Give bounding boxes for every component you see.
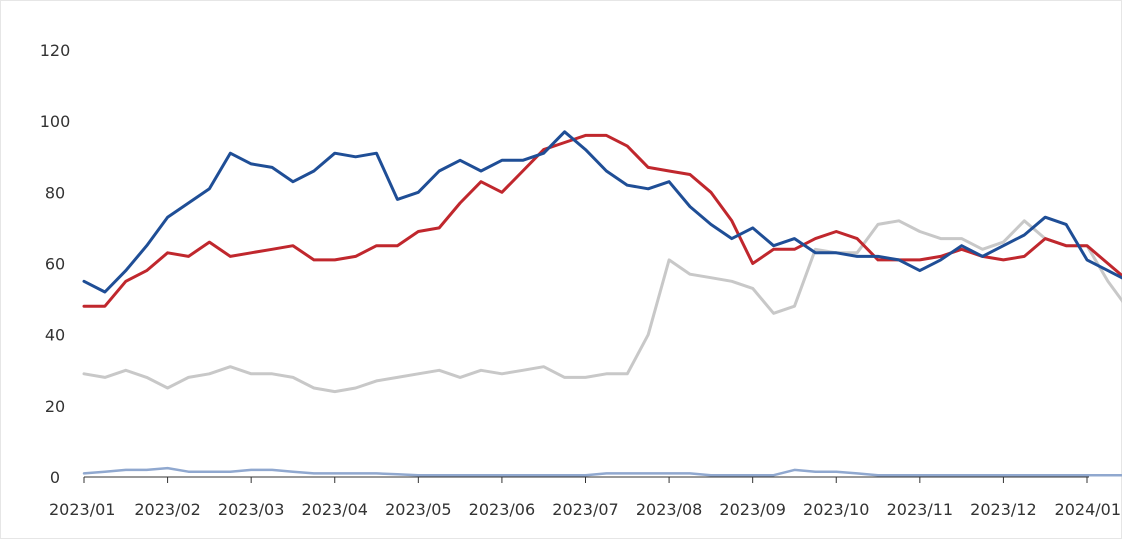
y-tick-label: 40 <box>45 326 65 345</box>
y-tick-label: 60 <box>45 255 65 274</box>
y-tick-label: 20 <box>45 397 65 416</box>
x-tick-label: 2023/09 <box>719 500 785 519</box>
y-tick-label: 80 <box>45 183 65 202</box>
series-line-4 <box>82 466 1122 477</box>
series-line-2 <box>82 133 1122 308</box>
x-axis-ticks: 2023/01 2023/02 2023/03 2023/04 2023/05 2023/… <box>49 477 1121 519</box>
x-tick-label: 2023/03 <box>218 500 284 519</box>
y-tick-label: 120 <box>40 41 71 60</box>
x-tick-label: 2023/01 <box>49 500 115 519</box>
x-tick-label: 2023/05 <box>385 500 451 519</box>
x-tick-label: 2023/12 <box>970 500 1036 519</box>
x-tick-label: 2023/11 <box>887 500 953 519</box>
y-tick-label: 100 <box>40 112 71 131</box>
y-tick-label: 0 <box>50 468 60 487</box>
x-tick-label: 2023/02 <box>134 500 200 519</box>
series-lines <box>82 130 1122 477</box>
x-tick-label: 2024/01 <box>1055 500 1121 519</box>
x-tick-label: 2023/06 <box>469 500 535 519</box>
series-line-1 <box>82 130 1122 294</box>
x-tick-label: 2023/04 <box>302 500 368 519</box>
series-line-3 <box>82 219 1122 394</box>
x-tick-label: 2023/10 <box>803 500 869 519</box>
x-tick-label: 2023/08 <box>636 500 702 519</box>
x-tick-label: 2023/07 <box>552 500 618 519</box>
y-axis-ticks: 0 20 40 60 80 100 120 <box>40 41 71 487</box>
